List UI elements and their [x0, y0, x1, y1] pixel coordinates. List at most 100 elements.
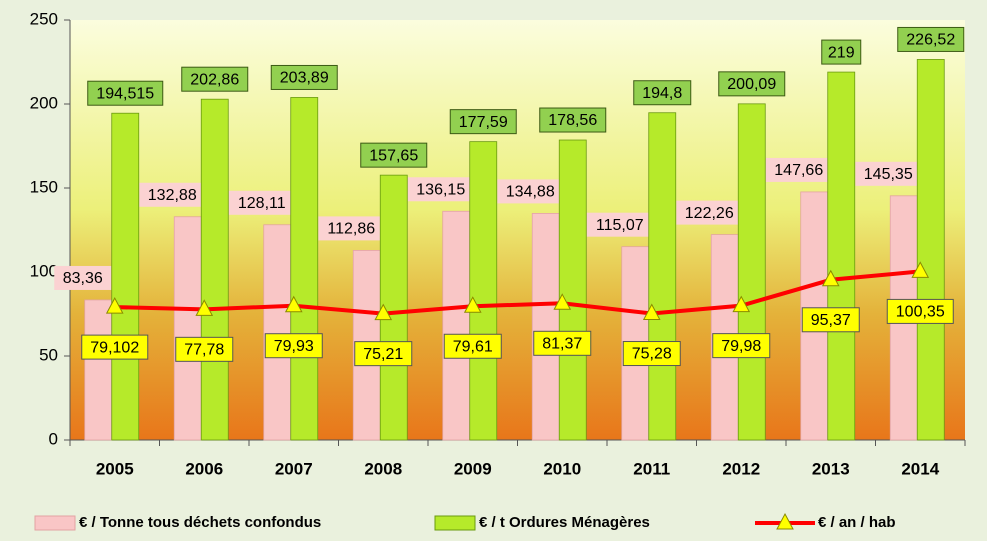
value-label: 194,8: [642, 85, 682, 102]
legend-label: € / t Ordures Ménagères: [479, 514, 650, 531]
value-label: 79,61: [453, 338, 493, 355]
marker: [553, 293, 572, 310]
value-label-box: [354, 341, 413, 367]
value-label-box: [360, 142, 428, 168]
value-label-box: [449, 109, 517, 135]
value-label: 132,88: [148, 187, 197, 204]
value-label-box: [765, 157, 832, 182]
value-label: 145,35: [864, 166, 913, 183]
value-label: 226,52: [906, 32, 955, 49]
x-tick-label: 2008: [364, 459, 402, 478]
bar: [558, 139, 587, 441]
value-label: 202,86: [190, 71, 239, 88]
value-label-box: [175, 336, 234, 362]
value-label-box: [139, 182, 206, 207]
marker: [284, 295, 303, 313]
y-tick-label: 100: [30, 261, 58, 280]
value-label: 177,59: [459, 114, 508, 131]
value-label-box: [443, 333, 502, 359]
value-label-box: [533, 330, 592, 356]
value-label-box: [886, 298, 954, 324]
value-label: 75,21: [363, 346, 403, 363]
bar: [442, 210, 471, 441]
value-label: 219: [828, 44, 855, 61]
value-label: 178,56: [548, 112, 597, 129]
value-label: 157,65: [369, 147, 418, 164]
x-tick-label: 2010: [543, 459, 581, 478]
x-tick-label: 2011: [633, 459, 670, 478]
value-label-box: [270, 64, 338, 90]
legend-label: € / Tonne tous déchets confondus: [79, 514, 321, 531]
marker: [821, 269, 840, 287]
x-tick-label: 2009: [454, 459, 492, 478]
marker: [732, 295, 751, 313]
x-tick-label: 2007: [275, 459, 313, 478]
legend-swatch: [434, 515, 476, 531]
x-tick-label: 2012: [722, 459, 760, 478]
value-label: 75,28: [632, 346, 672, 363]
marker: [463, 296, 482, 313]
value-label: 134,88: [506, 184, 555, 201]
value-label: 112,86: [327, 221, 375, 238]
value-label: 115,07: [596, 217, 644, 234]
value-label: 83,36: [63, 270, 103, 287]
bar: [263, 224, 292, 441]
bar: [290, 97, 319, 441]
bar: [827, 71, 856, 441]
line: [114, 269, 921, 316]
value-label-box: [318, 216, 385, 241]
y-tick-label: 200: [30, 93, 58, 112]
value-label-box: [633, 80, 692, 106]
value-label-box: [228, 190, 295, 215]
value-label-box: [622, 341, 681, 367]
value-label: 79,102: [90, 339, 139, 356]
value-label-box: [718, 71, 786, 97]
marker: [195, 299, 214, 316]
value-label: 128,11: [238, 195, 286, 212]
value-label: 147,66: [774, 162, 823, 179]
bar: [84, 299, 113, 441]
value-label-box: [712, 333, 771, 359]
value-label: 136,15: [416, 181, 465, 198]
y-tick-label: 0: [49, 429, 58, 448]
value-label: 79,98: [721, 338, 761, 355]
x-tick-label: 2014: [901, 459, 939, 478]
value-label: 122,26: [685, 205, 734, 222]
value-label-box: [54, 265, 112, 290]
value-label-box: [586, 212, 653, 237]
value-label-box: [855, 161, 922, 186]
bar: [111, 112, 140, 441]
marker: [642, 303, 661, 321]
marker: [374, 303, 393, 321]
value-label-box: [407, 177, 474, 202]
legend-swatch: [34, 515, 76, 531]
bar: [737, 103, 766, 441]
value-label: 77,78: [184, 342, 224, 359]
value-label-box: [81, 334, 149, 360]
marker: [105, 297, 124, 314]
y-tick-label: 150: [30, 177, 58, 196]
value-label-box: [676, 200, 743, 225]
bar: [173, 216, 202, 441]
bar: [916, 59, 945, 441]
value-label-box: [821, 39, 862, 65]
value-label: 194,515: [96, 85, 154, 102]
x-tick-label: 2006: [185, 459, 223, 478]
legend-label: € / an / hab: [818, 514, 896, 531]
value-label: 100,35: [896, 304, 945, 321]
value-label-box: [897, 26, 965, 52]
value-label-box: [181, 66, 249, 92]
value-label-box: [801, 307, 860, 333]
bar: [469, 141, 498, 441]
value-label: 200,09: [727, 76, 776, 93]
value-label-box: [87, 80, 164, 106]
y-tick-label: 250: [30, 9, 58, 28]
bar: [531, 213, 560, 441]
bar: [200, 98, 229, 441]
value-label-box: [497, 179, 564, 204]
value-label: 81,37: [542, 336, 582, 353]
legend-marker: [776, 512, 794, 530]
value-label-box: [539, 107, 607, 133]
value-label: 203,89: [280, 70, 329, 87]
